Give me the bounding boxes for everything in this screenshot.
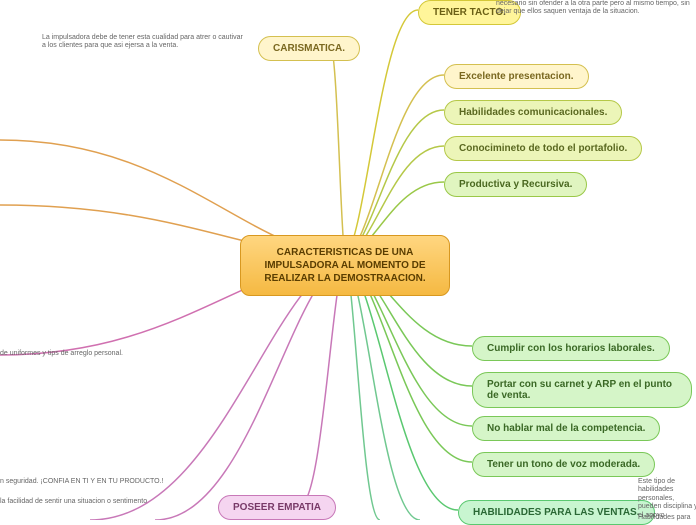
branch-node[interactable]: HABILIDADES PARA LAS VENTAS. (458, 500, 655, 525)
center-node[interactable]: CARACTERISTICAS DE UNA IMPULSADORA AL MO… (240, 235, 450, 296)
description-text: de uniformes y tips de arreglo personal. (0, 350, 170, 358)
branch-node[interactable]: POSEER EMPATIA (218, 495, 336, 520)
branch-node[interactable]: Habilidades comunicacionales. (444, 100, 622, 125)
description-text: la facilidad de sentir una situacion o s… (0, 498, 200, 506)
branch-node[interactable]: Portar con su carnet y ARP en el punto d… (472, 372, 692, 408)
branch-node[interactable]: Excelente presentacion. (444, 64, 589, 89)
description-text: n seguridad. ¡CONFIA EN TI Y EN TU PRODU… (0, 478, 200, 486)
description-text: La impulsadora debe de tener esta cualid… (42, 34, 247, 51)
branch-node[interactable]: Cumplir con los horarios laborales. (472, 336, 670, 361)
description-text: Habilidades para (638, 514, 696, 522)
branch-node[interactable]: Tener un tono de voz moderada. (472, 452, 655, 477)
branch-node[interactable]: CARISMATICA. (258, 36, 360, 61)
mindmap-canvas: CARACTERISTICAS DE UNA IMPULSADORA AL MO… (0, 0, 696, 520)
branch-node[interactable]: Productiva y Recursiva. (444, 172, 587, 197)
description-text: necesario sin ofender a la otra parte pe… (496, 0, 691, 17)
branch-node[interactable]: No hablar mal de la competencia. (472, 416, 660, 441)
branch-node[interactable]: Conocimineto de todo el portafolio. (444, 136, 642, 161)
